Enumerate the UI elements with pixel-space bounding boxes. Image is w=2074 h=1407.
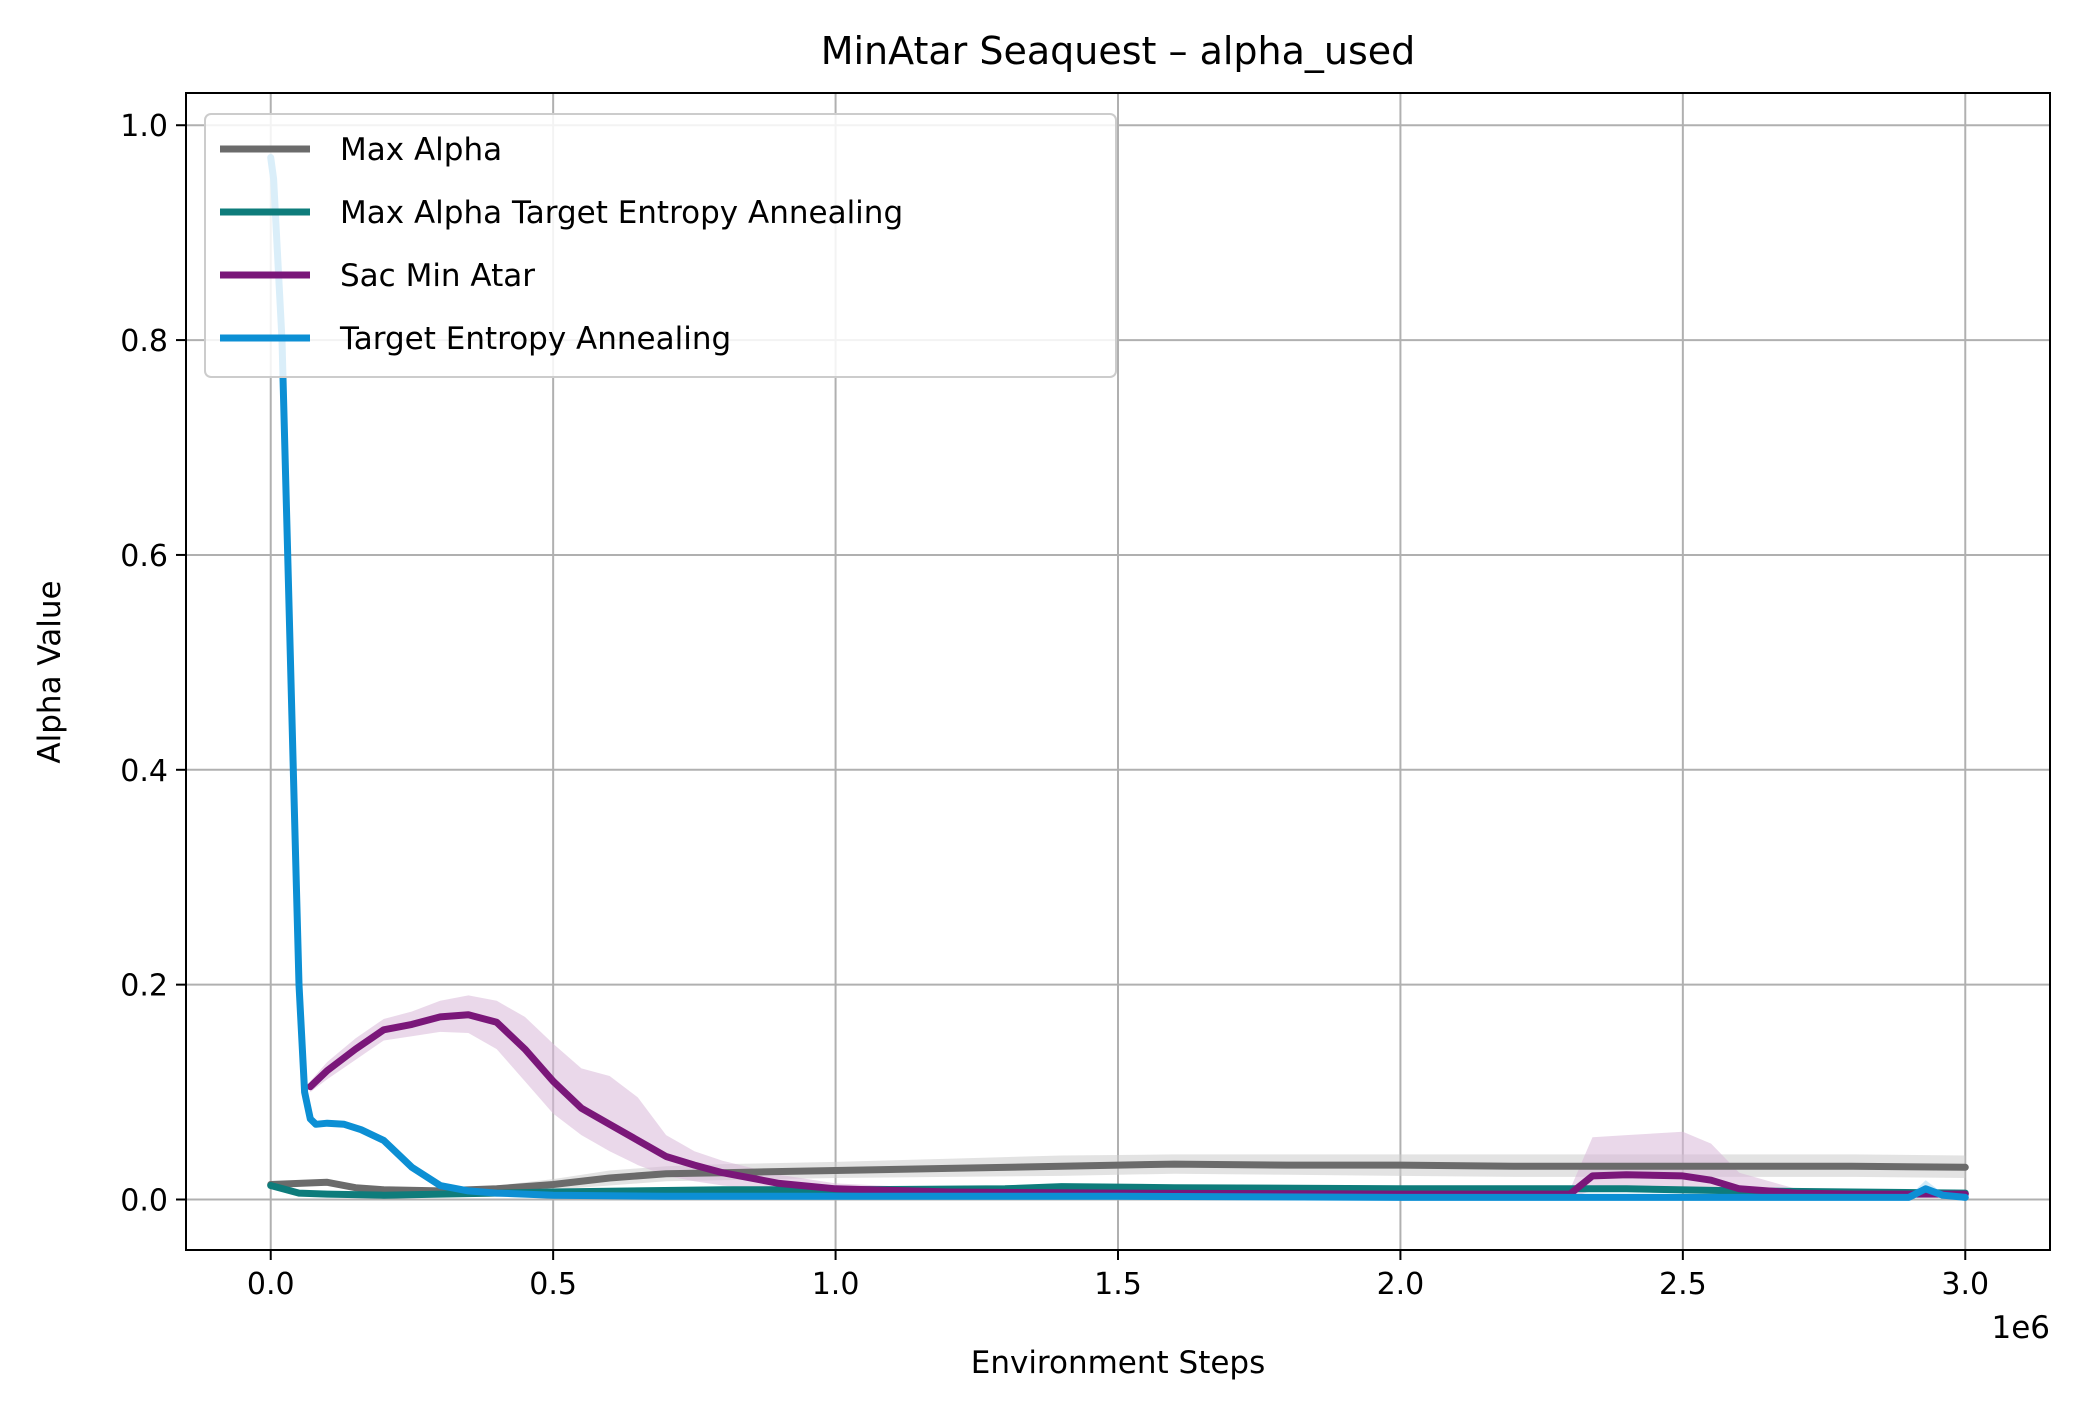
x-tick-label: 0.0 — [247, 1267, 295, 1302]
chart-title: MinAtar Seaquest – alpha_used — [821, 29, 1416, 73]
x-offset-label: 1e6 — [1991, 1310, 2050, 1346]
y-tick-label: 0.2 — [120, 969, 168, 1004]
x-tick-label: 1.0 — [812, 1267, 860, 1302]
legend-label-max-alpha-target-entropy-annealing: Max Alpha Target Entropy Annealing — [340, 195, 903, 231]
x-tick-label: 0.5 — [529, 1267, 577, 1302]
x-tick-label: 2.0 — [1377, 1267, 1425, 1302]
y-tick-label: 0.4 — [120, 754, 168, 789]
x-tick-label: 3.0 — [1941, 1267, 1989, 1302]
x-tick-label: 2.5 — [1659, 1267, 1707, 1302]
legend: Max Alpha Max Alpha Target Entropy Anneal… — [204, 113, 1117, 378]
series-line-max-alpha — [267, 1160, 1969, 1195]
legend-label-target-entropy-annealing: Target Entropy Annealing — [339, 321, 731, 357]
legend-box — [204, 113, 1117, 378]
y-tick-label: 0.0 — [120, 1184, 168, 1219]
legend-label-max-alpha: Max Alpha — [340, 132, 502, 168]
series-line-target-entropy-annealing — [267, 154, 1969, 1201]
x-tick-label: 1.5 — [1094, 1267, 1142, 1302]
legend-label-sac-min-atar: Sac Min Atar — [340, 258, 535, 294]
series-line-sac-min-atar — [306, 1011, 1969, 1198]
x-axis-label: Environment Steps — [971, 1345, 1266, 1381]
y-tick-label: 0.6 — [120, 539, 168, 574]
y-tick-label: 1.0 — [120, 109, 168, 144]
series-lines — [267, 154, 1969, 1201]
y-tick-label: 0.8 — [120, 324, 168, 359]
axis-ticks: 0.0 0.5 1.0 1.5 2.0 2.5 3.0 0.0 0.2 0.4 0.6 0.8 1.0 — [120, 109, 1989, 1302]
y-axis-label: Alpha Value — [32, 580, 68, 763]
